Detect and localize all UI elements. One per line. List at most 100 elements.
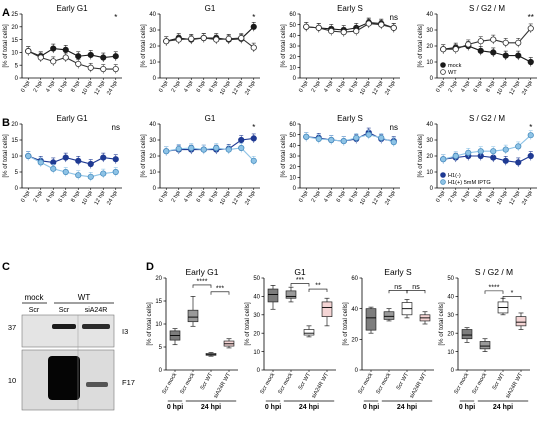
comparison-label: * [511, 290, 514, 297]
data-point [515, 39, 522, 46]
chart-title: S / G2 / M [469, 4, 505, 13]
box [383, 311, 395, 320]
comparison-bracket [308, 288, 328, 293]
data-point [225, 35, 232, 42]
data-point [213, 36, 220, 43]
y-tick-label: 30 [447, 313, 454, 319]
box [267, 288, 279, 303]
chart-title: Early S [337, 4, 363, 13]
significance-label: * [252, 123, 255, 132]
legend-marker [440, 62, 446, 68]
chart-d-3: Early S 0 20 40 60 [% of total cells] Scr mock… [342, 267, 434, 411]
blot-marker-37: 37 [8, 323, 16, 332]
box [461, 329, 473, 340]
y-tick-label: 30 [149, 28, 156, 34]
x-tick-label: 8 hpi [485, 190, 496, 204]
chart-a-1: Early G1 0 5 10 15 20 25[% of total cells] 0 hp… [2, 4, 122, 96]
comparison-bracket [502, 296, 522, 300]
data-point [175, 36, 182, 43]
comparison-bracket [290, 283, 310, 287]
x-tick-label: 2 hpi [33, 190, 44, 204]
x-tick-label: 8 hpi [70, 80, 81, 94]
y-tick-label: 10 [11, 51, 18, 57]
legend-label: WT [448, 70, 457, 76]
legend-label: mock [448, 63, 462, 69]
x-tick-label: 0 hpi [298, 80, 309, 94]
blot-membrane-i3 [21, 314, 115, 348]
box [515, 316, 527, 327]
data-point [112, 168, 119, 176]
chart-title: G1 [205, 114, 216, 123]
data-point [502, 157, 509, 164]
data-point [340, 137, 347, 145]
data-point [250, 44, 257, 51]
y-tick-label: 0 [159, 368, 163, 374]
data-point [25, 152, 32, 160]
x-tick-label: 10 hpi [496, 190, 509, 206]
data-point [527, 152, 534, 160]
panel-letter-b: B [2, 117, 10, 129]
blot-band-f17-lane-2 [48, 356, 80, 400]
y-tick-label: 10 [426, 60, 433, 66]
x-tick-label: 0 hpi [435, 80, 446, 94]
y-tick-label: 40 [426, 122, 433, 128]
x-tick-label: 12 hpi [94, 190, 107, 206]
data-point [188, 35, 195, 42]
y-tick-label: 20 [11, 25, 18, 31]
x-tick-label: 24 hpi [384, 190, 397, 206]
comparison-bracket [484, 290, 504, 294]
y-tick-label: 30 [149, 138, 156, 144]
y-tick-label: 20 [149, 44, 156, 50]
y-tick-label: 10 [289, 176, 296, 182]
y-tick-label: 10 [11, 154, 18, 160]
data-point [390, 139, 397, 146]
x-tick-label: 8 hpi [348, 190, 359, 204]
y-tick-label: 0 [257, 368, 261, 374]
blot-band-label-i3: I3 [122, 327, 128, 336]
y-tick-label: 40 [447, 295, 454, 301]
box [479, 341, 491, 350]
data-point [315, 24, 322, 31]
chart-title: Early S [337, 114, 363, 123]
group-label: 0 hpi [459, 404, 475, 411]
y-tick-label: 10 [253, 350, 260, 356]
x-tick-label: 10 hpi [81, 190, 94, 206]
data-point [200, 146, 207, 153]
data-point [87, 51, 94, 59]
comparison-bracket [406, 289, 426, 294]
y-tick-label: 0 [430, 186, 434, 192]
data-point [440, 46, 447, 53]
x-tick-label: 6 hpi [336, 190, 347, 204]
x-tick-label: 0 hpi [435, 190, 446, 204]
data-point [440, 156, 447, 163]
data-point [250, 23, 257, 30]
data-point [490, 49, 497, 56]
y-tick-label: 50 [289, 23, 296, 29]
y-tick-label: 20 [11, 122, 18, 128]
data-point [62, 168, 69, 176]
y-axis-label: [% of total cells] [146, 302, 153, 346]
data-point [527, 58, 534, 66]
x-tick-label: Scr WT [492, 372, 507, 392]
y-tick-label: 20 [426, 154, 433, 160]
data-point [175, 145, 182, 152]
data-point [200, 34, 207, 42]
chart-title: S / G2 / M [475, 267, 513, 277]
data-point [163, 38, 170, 45]
data-point [452, 46, 459, 53]
y-tick-label: 20 [351, 338, 358, 344]
y-axis-label: [% of total cells] [417, 134, 424, 178]
y-tick-label: 40 [289, 34, 296, 40]
x-tick-label: 6 hpi [473, 190, 484, 204]
legend-marker [440, 179, 446, 185]
x-tick-label: 12 hpi [509, 80, 522, 96]
comparison-label: **** [197, 278, 208, 285]
data-point [315, 135, 322, 143]
y-tick-label: 5 [15, 63, 19, 69]
data-point [62, 154, 69, 161]
significance-label: * [114, 13, 117, 22]
x-tick-label: 10 hpi [496, 80, 509, 96]
x-tick-label: 6 hpi [196, 80, 207, 94]
x-tick-label: Scr mock [357, 372, 374, 395]
chart-title: Early G1 [56, 4, 88, 13]
